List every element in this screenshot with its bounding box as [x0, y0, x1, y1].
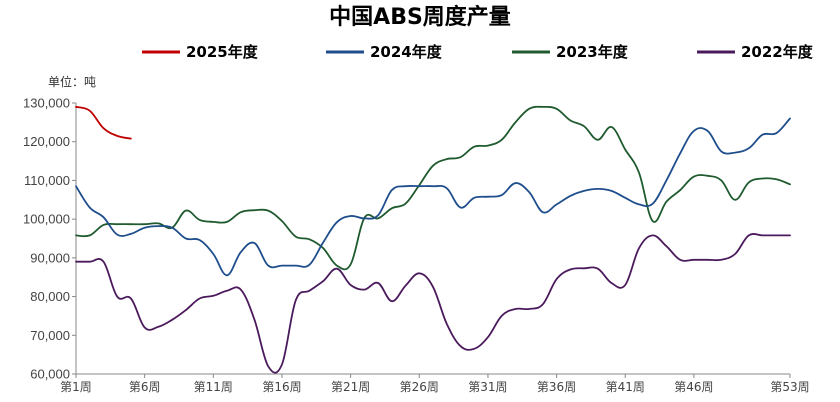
x-tick-label: 第26周: [400, 380, 439, 394]
y-tick-label: 100,000: [23, 212, 70, 227]
y-tick-label: 80,000: [30, 289, 70, 304]
x-tick-label: 第41周: [606, 380, 645, 394]
x-tick-label: 第11周: [194, 380, 233, 394]
series-line-2025年度: [75, 106, 132, 140]
y-tick-label: 110,000: [24, 173, 70, 188]
x-tick-label: 第6周: [129, 380, 161, 394]
legend-label: 2025年度: [186, 43, 259, 61]
x-tick-label: 第53周: [770, 380, 809, 394]
x-tick-label: 第46周: [674, 380, 713, 394]
series-line-2023年度: [75, 105, 791, 271]
y-tick-label: 70,000: [30, 328, 70, 343]
x-tick-label: 第16周: [262, 380, 301, 394]
series-line-2024年度: [75, 117, 791, 277]
y-axis: 60,000 70,000 80,000 90,000 100,000 110,000 12…: [23, 96, 77, 382]
x-tick-label: 第1周: [60, 380, 92, 394]
legend-label: 2024年度: [370, 43, 443, 61]
legend-item: 2025年度: [142, 43, 259, 61]
y-tick-label: 60,000: [30, 367, 70, 382]
x-tick-label: 第36周: [537, 380, 576, 394]
y-tick-label: 130,000: [23, 96, 70, 111]
chart-title: 中国ABS周度产量: [329, 4, 511, 30]
x-tick-label: 第21周: [331, 380, 370, 394]
legend-item: 2024年度: [326, 43, 443, 61]
legend-item: 2022年度: [697, 43, 814, 61]
legend: 2025年度 2024年度 2023年度 2022年度: [142, 43, 814, 61]
legend-label: 2022年度: [741, 43, 814, 61]
plot-area: [75, 105, 791, 374]
legend-label: 2023年度: [556, 43, 629, 61]
x-tick-label: 第31周: [468, 380, 507, 394]
x-axis: 第1周 第6周 第11周 第16周 第21周 第26周 第31周 第36周 第41周 第46周 第5…: [60, 373, 810, 394]
legend-item: 2023年度: [512, 43, 629, 61]
y-tick-label: 120,000: [23, 134, 70, 149]
y-tick-label: 90,000: [30, 250, 70, 265]
unit-label: 单位：吨: [48, 74, 96, 89]
series-line-2022年度: [75, 233, 791, 374]
